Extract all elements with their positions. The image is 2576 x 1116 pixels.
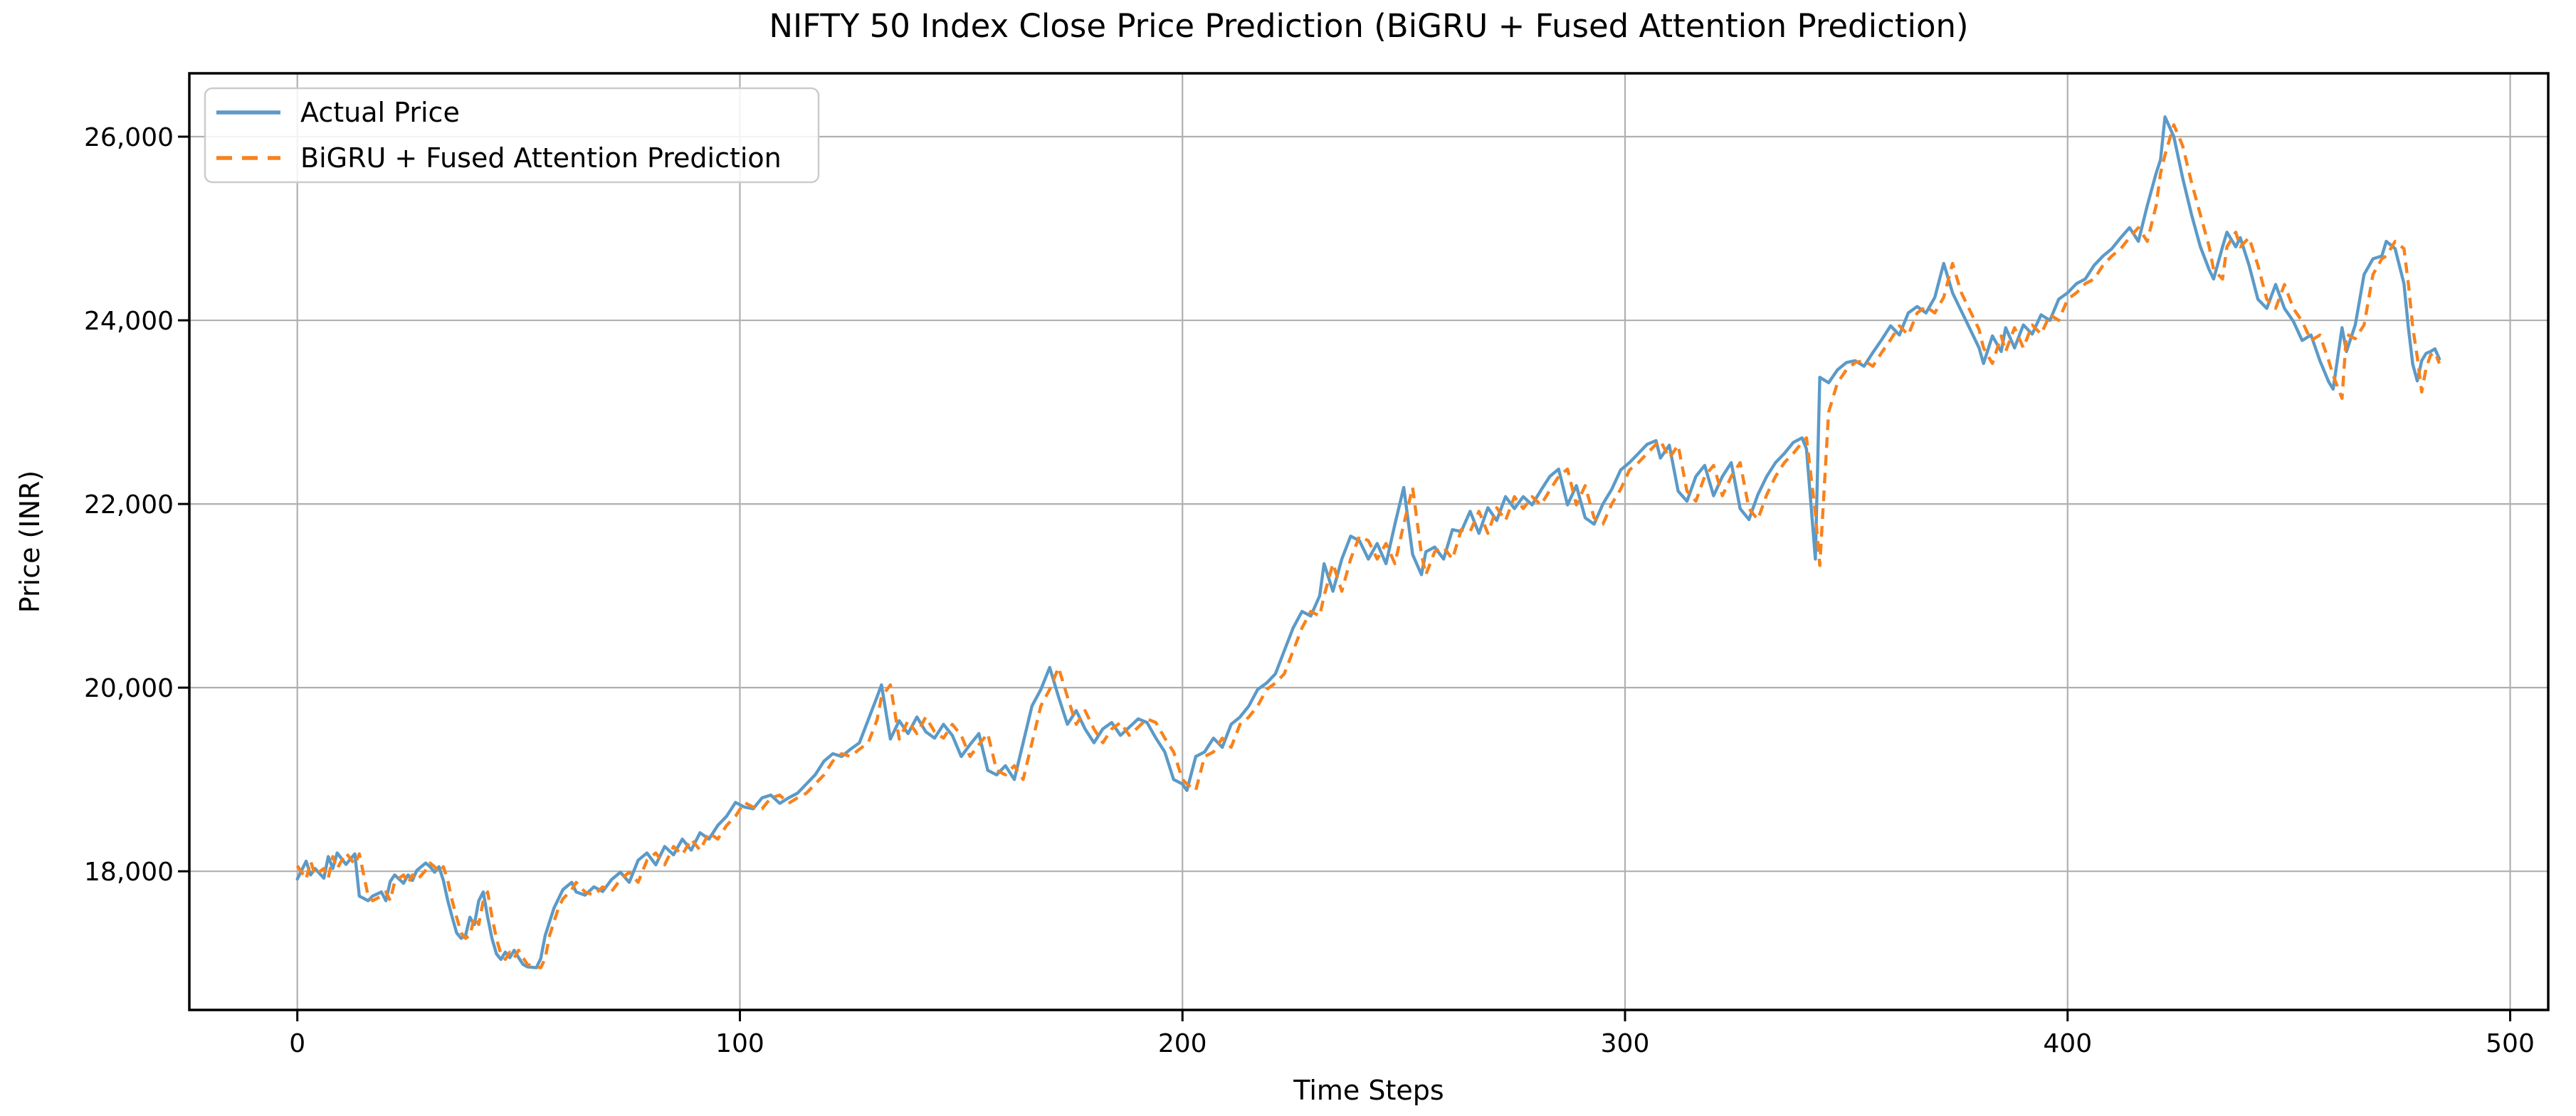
series-line-actual — [295, 115, 2441, 969]
x-tick-label: 100 — [715, 1029, 764, 1058]
series-line-prediction — [295, 123, 2441, 969]
x-tick-label: 200 — [1158, 1029, 1207, 1058]
axes-frame — [188, 72, 2550, 1011]
legend: Actual Price BiGRU + Fused Attention Pre… — [204, 87, 820, 184]
x-tick-label: 400 — [2043, 1029, 2092, 1058]
chart-title: NIFTY 50 Index Close Price Prediction (B… — [769, 7, 1968, 45]
legend-box — [204, 87, 820, 184]
x-tick-label: 0 — [289, 1029, 305, 1058]
plot-frame — [188, 72, 2550, 1011]
y-tick-label: 22,000 — [84, 490, 174, 520]
x-tick-label: 300 — [1601, 1029, 1650, 1058]
y-axis-label: Price (INR) — [14, 470, 46, 613]
x-tick-label: 500 — [2486, 1029, 2535, 1058]
legend-label-prediction: BiGRU + Fused Attention Prediction — [300, 142, 782, 174]
y-tick-label: 24,000 — [84, 307, 174, 336]
legend-label-actual: Actual Price — [300, 97, 460, 128]
x-axis-label: Time Steps — [1293, 1075, 1444, 1106]
y-tick-label: 18,000 — [84, 858, 174, 887]
series-lines — [295, 115, 2441, 969]
y-tick-label: 26,000 — [84, 123, 174, 152]
y-tick-label: 20,000 — [84, 674, 174, 703]
tick-marks-and-labels: 0 100 200 300 400 500 18,000 20,000 22,000 24,000… — [84, 123, 2535, 1058]
